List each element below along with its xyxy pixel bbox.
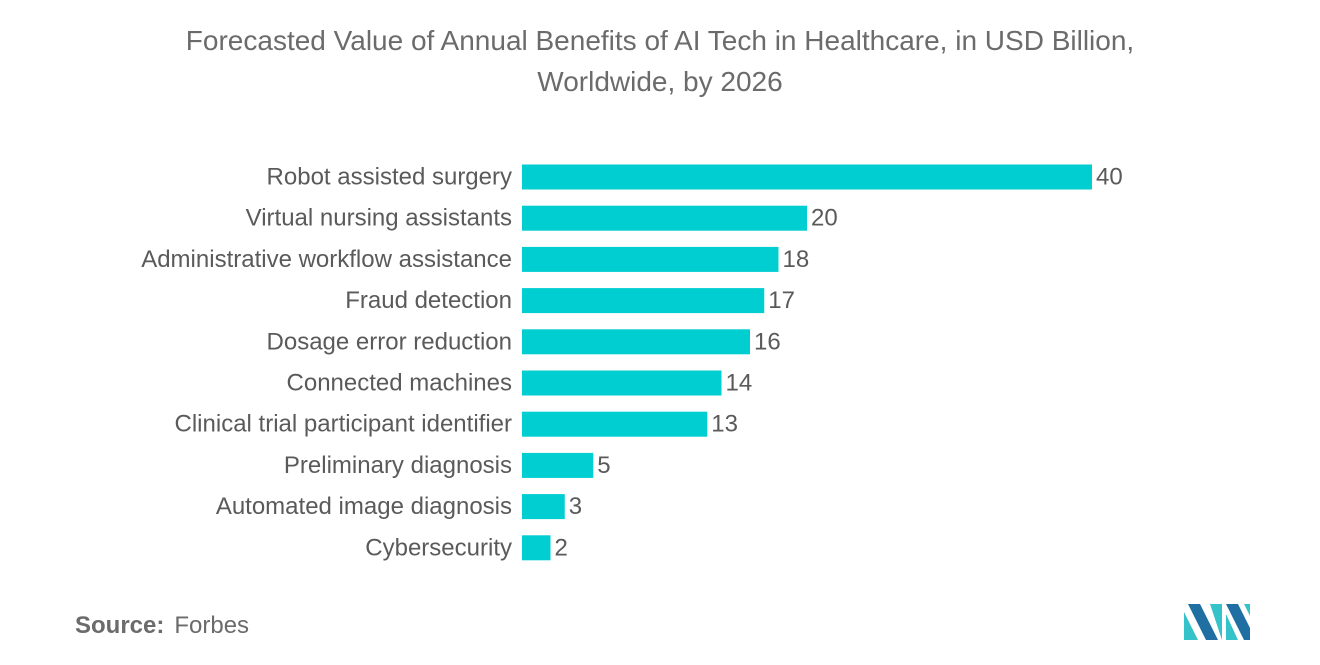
bar bbox=[522, 205, 807, 231]
chart-title-line-2: Worldwide, by 2026 bbox=[537, 66, 783, 97]
data-label: 13 bbox=[711, 411, 738, 438]
category-label: Fraud detection bbox=[345, 287, 512, 314]
chart-title-line-1: Forecasted Value of Annual Benefits of A… bbox=[185, 25, 1135, 56]
category-label: Clinical trial participant identifier bbox=[175, 411, 512, 438]
source-note: Source: Forbes bbox=[75, 612, 249, 640]
data-label: 3 bbox=[569, 493, 582, 520]
category-label: Virtual nursing assistants bbox=[246, 205, 512, 232]
source-value: Forbes bbox=[174, 612, 250, 639]
bar bbox=[522, 411, 708, 437]
category-label: Cybersecurity bbox=[365, 534, 512, 561]
data-label: 5 bbox=[597, 452, 610, 479]
chart-title: Forecasted Value of Annual Benefits of A… bbox=[45, 20, 1275, 102]
category-label: Connected machines bbox=[287, 370, 512, 397]
bar bbox=[522, 329, 750, 355]
data-label: 40 bbox=[1096, 164, 1123, 191]
bar bbox=[522, 246, 779, 272]
data-label: 16 bbox=[754, 328, 781, 355]
bar bbox=[522, 494, 565, 520]
category-label: Administrative workflow assistance bbox=[141, 246, 512, 273]
category-label: Robot assisted surgery bbox=[267, 164, 512, 191]
bar bbox=[522, 452, 594, 478]
bar bbox=[522, 535, 551, 561]
data-label: 18 bbox=[783, 246, 810, 273]
bar bbox=[522, 288, 765, 314]
data-label: 20 bbox=[811, 205, 838, 232]
source-label: Source: bbox=[75, 612, 165, 639]
data-label: 2 bbox=[555, 534, 568, 561]
category-label: Automated image diagnosis bbox=[216, 493, 512, 520]
category-label: Preliminary diagnosis bbox=[284, 452, 512, 479]
data-label: 14 bbox=[726, 370, 753, 397]
bar bbox=[522, 164, 1092, 190]
category-label: Dosage error reduction bbox=[267, 328, 512, 355]
bar bbox=[522, 370, 722, 396]
data-label: 17 bbox=[768, 287, 795, 314]
brand-logo-icon bbox=[1184, 604, 1250, 640]
